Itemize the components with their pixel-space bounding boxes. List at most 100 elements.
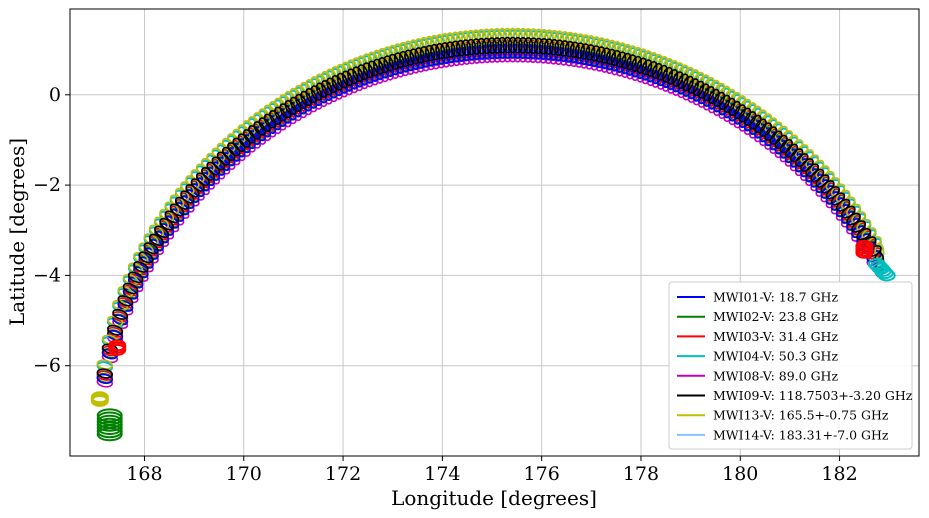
footprint-ellipse (430, 43, 441, 61)
footprint-ellipse (435, 42, 446, 60)
series-tail-0 (96, 408, 123, 442)
footprint-ellipse (620, 43, 632, 61)
footprint-ellipse (419, 46, 431, 63)
footprint-ellipse (528, 37, 539, 54)
footprint-ellipse (279, 103, 292, 119)
footprint-ellipse (326, 77, 338, 94)
footprint-ellipse (315, 82, 328, 99)
footprint-ellipse (523, 37, 534, 54)
footprint-ellipse (476, 37, 487, 55)
footprint-ellipse (600, 47, 611, 64)
footprint-ellipse (733, 104, 747, 120)
footprint-ellipse (378, 47, 389, 65)
footprint-ellipse (321, 82, 333, 98)
footprint-ellipse (502, 36, 513, 54)
footprint-ellipse (455, 39, 467, 57)
footprint-ellipse (769, 130, 783, 145)
footprint-ellipse (388, 53, 400, 70)
footprint-ellipse (148, 233, 164, 247)
footprint-ellipse (211, 156, 226, 171)
footprint-ellipse (492, 37, 503, 54)
footprint-ellipse (743, 111, 757, 127)
footprint-ellipse (143, 242, 159, 255)
footprint-ellipse (631, 55, 642, 72)
footprint-ellipse (636, 57, 648, 74)
footprint-ellipse (195, 172, 210, 187)
footprint-ellipse (713, 91, 726, 108)
series-tail-3 (108, 339, 127, 356)
footprint-ellipse (631, 46, 642, 63)
footprint-ellipse (357, 64, 369, 81)
footprint-ellipse (378, 57, 389, 74)
footprint-ellipse (656, 64, 668, 81)
footprint-ellipse (357, 55, 369, 72)
footprint-ellipse (471, 38, 482, 55)
footprint-ellipse (294, 93, 308, 110)
footprint-ellipse (112, 314, 129, 326)
footprint-ellipse (590, 45, 601, 62)
footprint-ellipse (626, 45, 637, 62)
footprint-ellipse (538, 38, 549, 55)
footprint-ellipse (289, 96, 302, 113)
footprint-ellipse (206, 161, 221, 176)
footprint-ellipse (636, 48, 648, 65)
footprint-ellipse (398, 50, 410, 68)
footprint-ellipse (414, 47, 425, 64)
footprint-ellipse (646, 60, 658, 78)
footprint-ellipse (393, 52, 405, 69)
footprint-ellipse (533, 37, 544, 55)
footprint-ellipse (383, 55, 395, 72)
footprint-ellipse (346, 68, 359, 85)
footprint-ellipse (564, 40, 575, 58)
x-tick-label: 172 (325, 463, 361, 485)
footprint-ellipse (253, 121, 267, 136)
footprint-ellipse (127, 271, 144, 284)
footprint-ellipse (718, 94, 731, 110)
footprint-ellipse (336, 72, 348, 89)
footprint-ellipse (615, 51, 627, 68)
footprint-ellipse (641, 59, 653, 76)
footprint-ellipse (738, 107, 752, 123)
footprint-ellipse (667, 68, 679, 85)
footprint-ellipse (779, 139, 793, 154)
footprint-ellipse (216, 151, 231, 166)
footprint-ellipse (398, 41, 410, 59)
legend-label: MWI08-V: 89.0 GHz (713, 368, 838, 383)
footprint-ellipse (620, 52, 632, 70)
series-5 (96, 36, 885, 379)
footprint-ellipse (409, 39, 420, 56)
footprint-ellipse (107, 330, 124, 341)
plot-frame (69, 8, 920, 457)
x-tick-label: 182 (821, 463, 857, 485)
footprint-ellipse (248, 125, 261, 140)
footprint-ellipse (641, 50, 653, 67)
footprint-ellipse (692, 83, 705, 99)
y-tick-label: −6 (33, 355, 61, 377)
footprint-ellipse (651, 53, 663, 70)
footprint-ellipse (138, 251, 154, 264)
footprint-ellipse (851, 225, 867, 239)
footprint-ellipse (728, 100, 741, 117)
y-axis-ticks: 0 −2 −4 −6 (33, 84, 70, 377)
footprint-ellipse (96, 373, 114, 385)
footprint-ellipse (445, 41, 456, 58)
footprint-ellipse (605, 39, 617, 56)
y-axis-label: Latitude [degrees] (5, 138, 29, 326)
footprint-ellipse (424, 44, 436, 62)
series-tail-1 (867, 258, 896, 282)
footprint-ellipse (367, 60, 379, 77)
footprint-ellipse (352, 57, 364, 74)
legend-label: MWI09-V: 118.7503+-3.20 GHz (713, 388, 913, 403)
footprint-ellipse (393, 43, 405, 60)
footprint-ellipse (687, 78, 700, 94)
footprint-ellipse (512, 36, 523, 54)
footprint-ellipse (574, 42, 585, 59)
footprint-ellipse (723, 97, 736, 113)
footprint-ellipse (754, 118, 767, 134)
footprint-ellipse (300, 90, 313, 107)
x-tick-label: 170 (226, 463, 262, 485)
footprint-ellipse (579, 43, 591, 60)
footprint-ellipse (702, 86, 715, 102)
footprint-ellipse (383, 46, 395, 63)
footprint-ellipse (237, 133, 251, 148)
